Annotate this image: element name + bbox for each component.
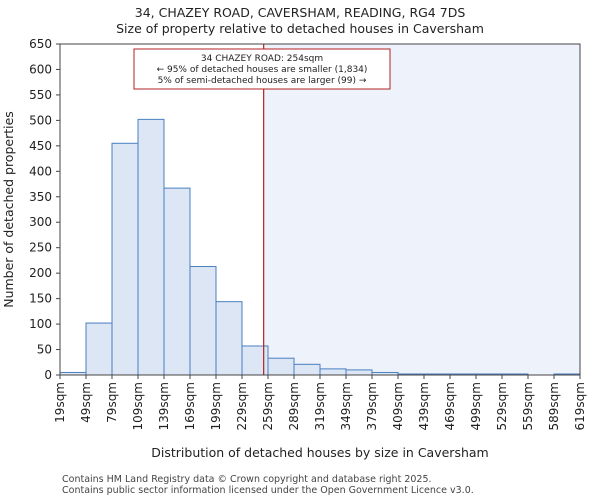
y-tick-label: 600 [29, 62, 52, 76]
x-tick-label: 439sqm [417, 382, 431, 430]
y-tick-label: 450 [29, 139, 52, 153]
annotation-line-2: ← 95% of detached houses are smaller (1,… [157, 65, 368, 75]
y-tick-label: 50 [37, 343, 52, 357]
annotation-line-3: 5% of semi-detached houses are larger (9… [158, 76, 367, 86]
x-tick-label: 109sqm [131, 382, 145, 430]
bar-79sqm [111, 142, 139, 376]
footer-line-1: Contains HM Land Registry data © Crown c… [62, 474, 432, 485]
bars-group [59, 118, 581, 376]
y-tick-label: 0 [44, 368, 52, 382]
x-tick-label: 469sqm [443, 382, 457, 430]
x-axis-ticks: 19sqm 49sqm 79sqm 109sqm 139sqm 169sqm 199sqm 2… [53, 375, 587, 430]
annotation-frame [133, 48, 391, 90]
x-tick-label: 139sqm [157, 382, 171, 430]
x-tick-label: 349sqm [339, 382, 353, 430]
bar-49sqm [85, 322, 113, 376]
y-tick-label: 200 [29, 266, 52, 280]
x-tick-label: 79sqm [105, 382, 119, 423]
y-axis-ticks: 0 50 100 150 200 250 300 350 400 450 500 550 600 650 [29, 37, 60, 382]
y-tick-label: 650 [29, 37, 52, 51]
y-axis-label: Number of detached properties [1, 111, 16, 308]
y-tick-label: 400 [29, 164, 52, 178]
bar-319sqm [319, 368, 347, 376]
bar-139sqm [163, 187, 191, 376]
annotation-box: 34 CHAZEY ROAD: 254sqm ← 95% of detached… [133, 48, 391, 90]
chart-subtitle: Size of property relative to detached ho… [116, 21, 484, 36]
y-tick-label: 350 [29, 190, 52, 204]
x-tick-label: 49sqm [79, 382, 93, 423]
x-tick-label: 529sqm [495, 382, 509, 430]
larger-region-highlight [263, 44, 580, 375]
x-tick-label: 199sqm [209, 382, 223, 430]
x-tick-label: 409sqm [391, 382, 405, 430]
x-axis-label: Distribution of detached houses by size … [151, 445, 488, 460]
bar-349sqm [345, 369, 373, 376]
bar-259sqm [267, 357, 295, 376]
chart-title: 34, CHAZEY ROAD, CAVERSHAM, READING, RG4… [134, 5, 466, 20]
annotation-line-1: 34 CHAZEY ROAD: 254sqm [201, 54, 323, 64]
bar-169sqm [189, 266, 217, 376]
footer-line-2: Contains public sector information licen… [62, 485, 474, 496]
x-tick-label: 589sqm [547, 382, 561, 430]
x-tick-label: 229sqm [235, 382, 249, 430]
bar-109sqm [137, 118, 165, 376]
y-tick-label: 150 [29, 292, 52, 306]
x-tick-label: 379sqm [365, 382, 379, 430]
x-tick-label: 259sqm [261, 382, 275, 430]
y-tick-label: 550 [29, 88, 52, 102]
y-tick-label: 250 [29, 241, 52, 255]
y-tick-label: 300 [29, 215, 52, 229]
x-tick-label: 319sqm [313, 382, 327, 430]
x-tick-label: 19sqm [53, 382, 67, 423]
x-tick-label: 289sqm [287, 382, 301, 430]
x-tick-label: 619sqm [573, 382, 587, 430]
bar-289sqm [293, 363, 321, 376]
x-tick-label: 169sqm [183, 382, 197, 430]
x-tick-label: 559sqm [521, 382, 535, 430]
y-tick-label: 100 [29, 317, 52, 331]
x-tick-label: 499sqm [469, 382, 483, 430]
bar-199sqm [215, 301, 243, 376]
y-tick-label: 500 [29, 113, 52, 127]
